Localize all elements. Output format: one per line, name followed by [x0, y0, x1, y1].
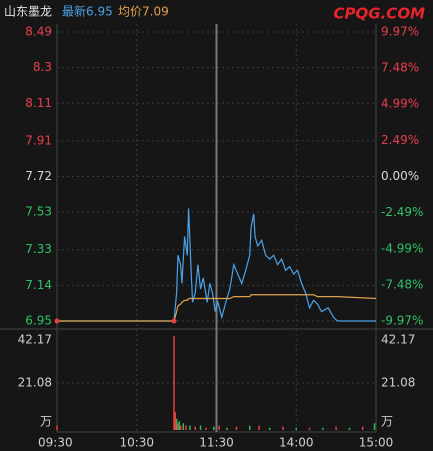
y-tick-label: 7.91 [25, 133, 52, 147]
volume-bar [189, 425, 191, 430]
volume-bar [175, 418, 178, 430]
y2-tick-label: -2.49% [381, 205, 423, 219]
y-tick-label: 7.72 [25, 169, 52, 183]
volume-bar [235, 426, 238, 430]
volume-bar [348, 427, 351, 430]
x-tick-label: 14:00 [279, 436, 314, 450]
volume-bar [194, 426, 196, 430]
volume-bar [218, 425, 220, 430]
price-line [57, 294, 377, 322]
y-tick-label: 7.53 [25, 205, 52, 219]
y-tick-label: 万 [40, 415, 52, 429]
volume-bar [56, 425, 58, 430]
volume-bar [322, 427, 324, 430]
volume-bar [182, 423, 185, 430]
point-marker [171, 318, 177, 324]
volume-bar [282, 426, 284, 430]
watermark: CPQG.COM [334, 5, 426, 23]
x-tick-label: 09:30 [38, 436, 73, 450]
volume-bar [308, 427, 311, 430]
x-tick-label: 10:30 [119, 436, 154, 450]
volume-bar [205, 427, 207, 430]
volume-bar [199, 425, 202, 430]
y2-tick-label: 万 [381, 415, 393, 429]
stock-name: 山东墨龙 [4, 5, 52, 19]
x-tick-label: 15:00 [359, 436, 394, 450]
price-line [57, 208, 376, 322]
volume-bar [373, 423, 376, 430]
volume-bar [213, 426, 215, 430]
y-tick-label: 7.33 [25, 242, 52, 256]
volume-bar [178, 421, 181, 430]
y2-tick-label: -9.97% [381, 314, 423, 328]
y2-tick-label: 2.49% [381, 133, 419, 147]
y-tick-label: 6.95 [25, 314, 52, 328]
average-price: 均价7.09 [118, 5, 169, 19]
y-tick-label: 42.17 [18, 333, 52, 347]
y2-tick-label: -7.48% [381, 277, 423, 291]
point-marker [54, 318, 60, 324]
y2-tick-label: 7.48% [381, 61, 419, 75]
volume-bar [258, 425, 260, 430]
volume-bar [226, 427, 228, 430]
volume-bar [185, 425, 187, 430]
volume-bar [361, 426, 364, 430]
y2-tick-label: 4.99% [381, 97, 419, 111]
x-tick-label: 11:30 [199, 436, 234, 450]
y-tick-label: 8.49 [25, 25, 52, 39]
y2-tick-label: 21.08 [381, 376, 415, 390]
y2-tick-label: 42.17 [381, 333, 415, 347]
y-tick-label: 21.08 [18, 376, 52, 390]
y-tick-label: 8.3 [33, 60, 52, 74]
volume-bar [335, 426, 337, 430]
volume-bar [177, 423, 179, 430]
volume-bar [268, 427, 271, 430]
y2-tick-label: 0.00% [381, 169, 419, 183]
y-tick-label: 8.11 [25, 96, 52, 110]
y2-tick-label: -4.99% [381, 241, 423, 255]
volume-bar [295, 427, 297, 430]
volume-bar [174, 412, 177, 430]
y-tick-label: 7.14 [25, 278, 52, 292]
volume-bar [248, 425, 251, 430]
latest-price: 最新6.95 [62, 4, 113, 19]
volume-bar [173, 336, 175, 430]
volume-bar [179, 425, 182, 430]
y2-tick-label: 9.97% [381, 25, 419, 39]
